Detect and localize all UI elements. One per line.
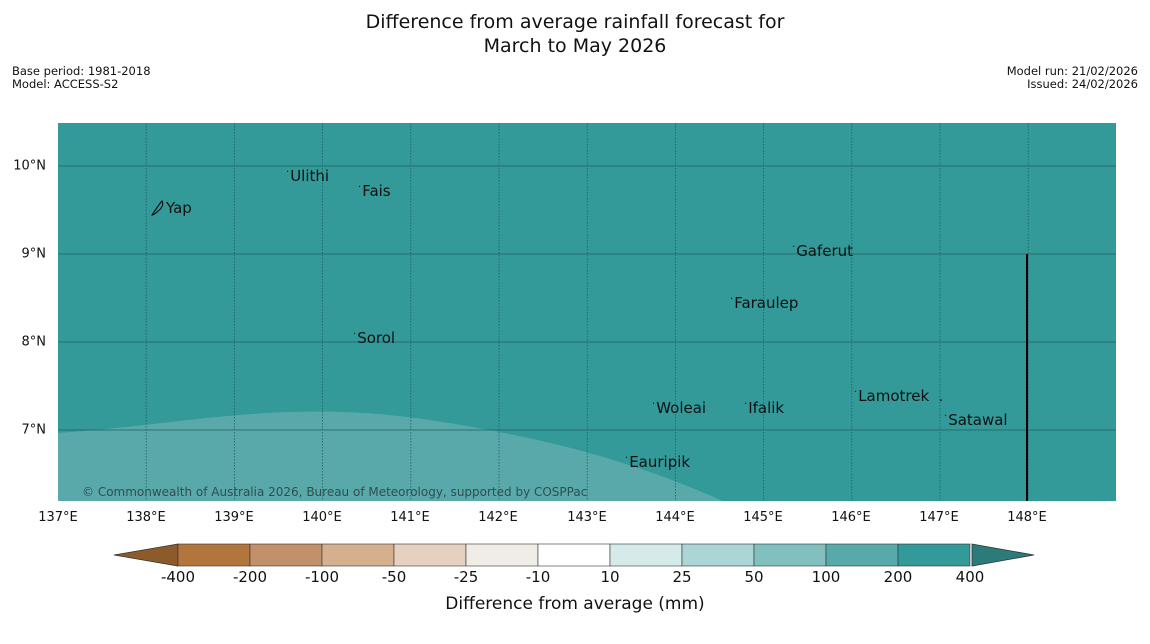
place-label-faraulep: ·Faraulep bbox=[730, 294, 799, 312]
lat-label: 10°N bbox=[13, 158, 46, 174]
lon-label: 144°E bbox=[655, 510, 695, 525]
place-name: Ifalik bbox=[748, 399, 785, 417]
lon-label: 142°E bbox=[478, 510, 518, 525]
lat-label: 7°N bbox=[21, 422, 47, 438]
issued-date: Issued: 24/02/2026 bbox=[1027, 77, 1138, 91]
lon-label: 148°E bbox=[1007, 510, 1047, 525]
lon-label: 137°E bbox=[38, 510, 78, 525]
place-label-satawal: ·Satawal bbox=[944, 411, 1008, 429]
map-frame: . bbox=[58, 123, 1116, 501]
base-period: Base period: 1981-2018 bbox=[12, 64, 151, 78]
longitude-gridlines bbox=[145, 123, 1029, 501]
colorbar-swatch bbox=[465, 543, 539, 567]
place-label-fais: ·Fais bbox=[358, 182, 391, 200]
place-label-ifalik: ·Ifalik bbox=[744, 399, 785, 417]
place-label-sorol: ·Sorol bbox=[353, 329, 396, 347]
place-label-woleai: ·Woleai bbox=[652, 399, 707, 417]
yap-island-outline bbox=[151, 200, 164, 216]
place-name: Lamotrek bbox=[858, 387, 930, 405]
colorbar-label: -400 bbox=[160, 568, 196, 586]
colorbar-swatch bbox=[537, 543, 611, 567]
place-name: Ulithi bbox=[290, 167, 330, 185]
base-info: Base period: 1981-2018 Model: ACCESS-S2 bbox=[12, 65, 151, 91]
colorbar-label: -100 bbox=[304, 568, 340, 586]
lat-label: 8°N bbox=[21, 334, 47, 350]
lon-label: 145°E bbox=[743, 510, 783, 525]
colorbar-swatch bbox=[897, 543, 971, 567]
colorbar-label: -50 bbox=[381, 568, 407, 586]
colorbar-boxes bbox=[177, 543, 971, 567]
colorbar-swatch bbox=[753, 543, 827, 567]
colorbar-label: -25 bbox=[453, 568, 479, 586]
colorbar-label: 400 bbox=[955, 568, 985, 586]
colorbar-swatch bbox=[249, 543, 323, 567]
colorbar-swatch bbox=[609, 543, 683, 567]
run-info: Model run: 21/02/2026 Issued: 24/02/2026 bbox=[1007, 65, 1138, 91]
colorbar-label: 200 bbox=[883, 568, 913, 586]
place-name: Satawal bbox=[948, 411, 1008, 429]
latitude-gridlines bbox=[58, 165, 1116, 431]
small-island-marker: . bbox=[939, 390, 943, 404]
lon-label: 143°E bbox=[567, 510, 607, 525]
colorbar-swatch bbox=[825, 543, 899, 567]
colorbar-label: -10 bbox=[525, 568, 551, 586]
model-run: Model run: 21/02/2026 bbox=[1006, 64, 1138, 78]
lat-label: 9°N bbox=[21, 246, 47, 262]
lon-label: 138°E bbox=[126, 510, 166, 525]
place-name: Fais bbox=[362, 182, 391, 200]
colorbar-label: 10 bbox=[600, 568, 620, 586]
title-line-2: March to May 2026 bbox=[483, 35, 667, 57]
colorbar-swatch bbox=[393, 543, 467, 567]
colorbar-swatch bbox=[321, 543, 395, 567]
colorbar-extend-high bbox=[971, 543, 1035, 567]
title-line-1: Difference from average rainfall forecas… bbox=[365, 11, 785, 33]
place-label-lamotrek: ·Lamotrek bbox=[854, 387, 930, 405]
copyright-notice: © Commonwealth of Australia 2026, Bureau… bbox=[82, 485, 588, 499]
colorbar-label: 100 bbox=[811, 568, 841, 586]
place-name: Sorol bbox=[357, 329, 396, 347]
colorbar-swatch bbox=[177, 543, 251, 567]
place-label-eauripik: ·Eauripik bbox=[625, 453, 691, 471]
colorbar-extend-low bbox=[113, 543, 179, 567]
lon-label: 141°E bbox=[390, 510, 430, 525]
place-name: Eauripik bbox=[629, 453, 691, 471]
place-name: Yap bbox=[166, 199, 192, 217]
lon-label: 147°E bbox=[919, 510, 959, 525]
colorbar-label: -200 bbox=[232, 568, 268, 586]
place-name: Faraulep bbox=[734, 294, 799, 312]
lon-label: 139°E bbox=[214, 510, 254, 525]
colorbar bbox=[113, 543, 1035, 567]
lon-label: 140°E bbox=[302, 510, 342, 525]
place-label-gaferut: ·Gaferut bbox=[792, 242, 854, 260]
place-label-yap: Yap bbox=[166, 199, 192, 217]
place-name: Woleai bbox=[656, 399, 707, 417]
model-name: Model: ACCESS-S2 bbox=[12, 77, 119, 91]
colorbar-label: 50 bbox=[744, 568, 764, 586]
colorbar-label: 25 bbox=[672, 568, 692, 586]
lon-label: 146°E bbox=[831, 510, 871, 525]
colorbar-title: Difference from average (mm) bbox=[445, 594, 705, 614]
place-label-ulithi: ·Ulithi bbox=[286, 167, 330, 185]
colorbar-swatch bbox=[681, 543, 755, 567]
place-name: Gaferut bbox=[796, 242, 854, 260]
low-rainfall-region bbox=[58, 411, 723, 501]
map-title: Difference from average rainfall forecas… bbox=[0, 10, 1150, 58]
